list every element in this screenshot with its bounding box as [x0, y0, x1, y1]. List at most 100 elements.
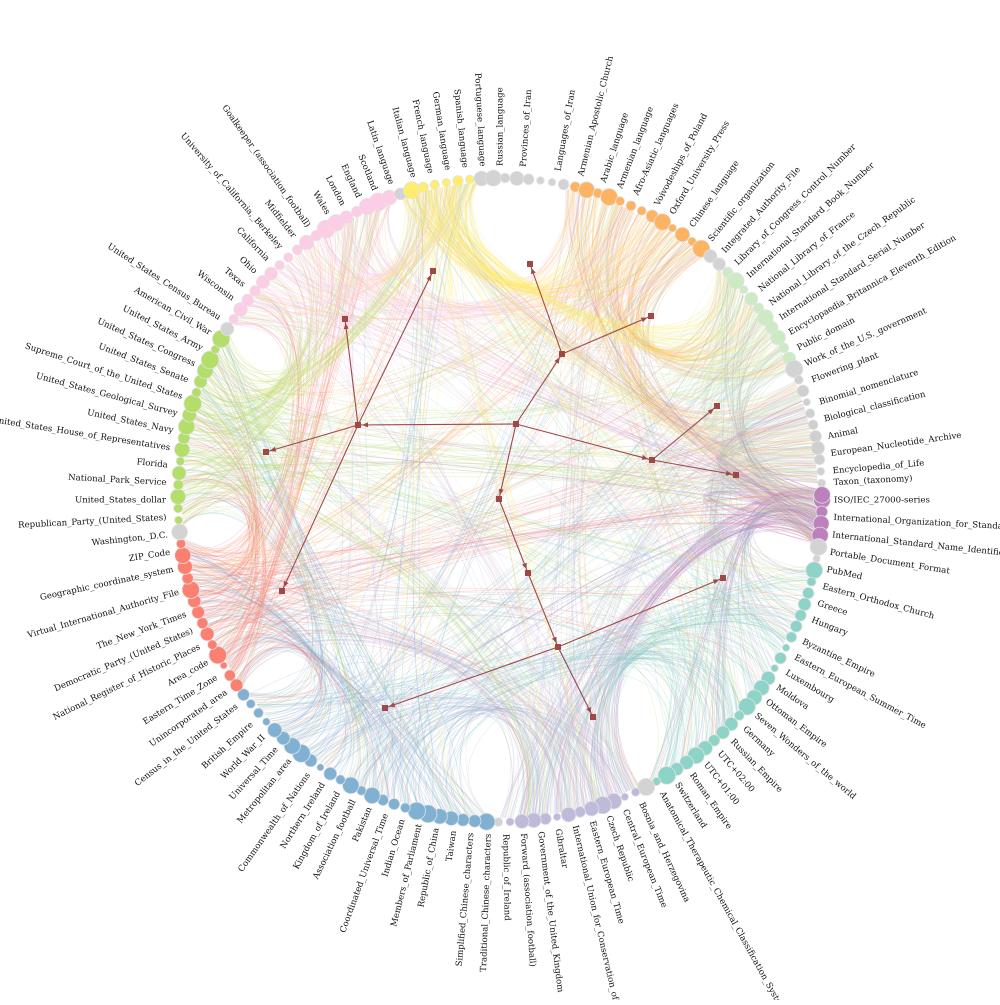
bundled-edge: [586, 453, 815, 805]
tree-node: [720, 575, 726, 581]
bundled-edge: [182, 183, 470, 485]
bundled-edge: [519, 491, 819, 818]
bundled-edge: [600, 489, 819, 798]
node-label: Greece: [816, 599, 849, 618]
circle-node: [220, 321, 235, 336]
circle-node: [615, 196, 625, 207]
bundled-edge: [421, 191, 539, 817]
bundled-edge: [543, 642, 722, 816]
bundled-edge: [365, 191, 426, 273]
bundled-edge: [625, 232, 816, 458]
bundled-edge: [735, 335, 817, 529]
bundled-edge: [744, 509, 818, 635]
bundled-edge: [188, 217, 354, 439]
bundled-edge: [432, 189, 791, 376]
bundled-edge: [239, 316, 818, 511]
node-label: United_States_dollar: [75, 496, 167, 506]
circle-node: [441, 178, 451, 187]
bundled-edge: [720, 457, 818, 493]
bundled-edge: [582, 492, 818, 807]
bundled-edge: [313, 702, 529, 818]
bundled-edge: [738, 506, 818, 692]
bundled-edge: [192, 193, 586, 583]
bundled-edge: [405, 196, 785, 368]
bundled-edge: [185, 549, 578, 809]
bundled-edge: [202, 580, 310, 641]
bundled-edge: [264, 234, 675, 317]
bundled-edge: [204, 615, 384, 796]
bundled-edge: [593, 196, 760, 361]
bundled-edge: [731, 285, 816, 544]
bundled-edge: [571, 208, 628, 804]
bundled-edge: [703, 418, 808, 718]
bundled-edge: [183, 469, 324, 738]
bundled-edge: [249, 629, 780, 697]
bundled-edge: [575, 191, 802, 602]
bundled-edge: [214, 358, 621, 795]
bundled-edge: [444, 186, 608, 285]
bundled-edge: [702, 273, 804, 428]
bundled-edge: [184, 301, 749, 553]
bundled-edge: [261, 698, 601, 802]
bundled-edge: [354, 621, 788, 783]
bundled-edge: [412, 194, 816, 543]
circle-node: [817, 478, 826, 488]
bundled-edge: [714, 348, 815, 454]
bundled-edge: [428, 190, 740, 710]
bundled-edge: [181, 193, 584, 510]
bundled-edge: [201, 196, 409, 402]
circle-node: [809, 430, 822, 443]
bundled-edge: [591, 640, 733, 803]
bundled-edge: [706, 391, 800, 695]
bundled-edge: [230, 205, 380, 670]
bundled-edge: [224, 340, 457, 816]
bundled-edge: [729, 291, 818, 507]
bundled-edge: [653, 487, 818, 779]
circle-node: [399, 802, 411, 814]
bundled-edge: [332, 703, 610, 799]
bundled-edge: [581, 204, 638, 787]
bundled-edge: [456, 184, 800, 407]
circle-node: [625, 200, 637, 212]
bundled-edge: [380, 284, 735, 795]
bundled-edge: [638, 245, 780, 375]
bundled-edge: [606, 205, 674, 780]
bundled-edge: [592, 196, 819, 503]
bundled-edge: [211, 365, 560, 813]
bundled-edge: [184, 455, 322, 728]
bundled-edge: [215, 523, 816, 644]
bundled-edge: [450, 185, 819, 500]
bundled-edge: [214, 359, 314, 708]
bundled-edge: [607, 205, 719, 351]
bundled-edge: [603, 281, 732, 794]
tree-node: [733, 472, 739, 478]
bundled-edge: [323, 235, 377, 792]
bundled-edge: [182, 297, 747, 513]
tree-edge: [515, 423, 653, 461]
bundled-edge: [183, 211, 368, 472]
bundled-edge: [210, 367, 486, 818]
bundled-edge: [612, 220, 815, 457]
bundled-edge: [716, 335, 816, 463]
bundled-edge: [631, 226, 722, 356]
bundled-edge: [368, 707, 511, 819]
bundled-edge: [615, 634, 757, 787]
bundled-edge: [189, 190, 429, 435]
bundled-edge: [403, 196, 798, 402]
bundled-edge: [644, 249, 739, 712]
bundled-edge: [435, 188, 679, 768]
bundled-edge: [502, 311, 757, 819]
bundled-edge: [188, 562, 587, 807]
bundled-edge: [703, 275, 811, 440]
bundled-edge: [595, 621, 785, 801]
tree-node: [382, 705, 388, 711]
bundled-edge: [287, 191, 423, 287]
circle-node: [468, 814, 482, 828]
node-label: Portuguese_language: [472, 73, 487, 167]
bundled-edge: [577, 192, 817, 534]
bundled-edge: [414, 364, 788, 808]
bundled-edge: [306, 247, 804, 420]
tree-node: [263, 449, 269, 455]
bundled-edge: [233, 247, 365, 345]
bundled-edge: [191, 239, 683, 581]
